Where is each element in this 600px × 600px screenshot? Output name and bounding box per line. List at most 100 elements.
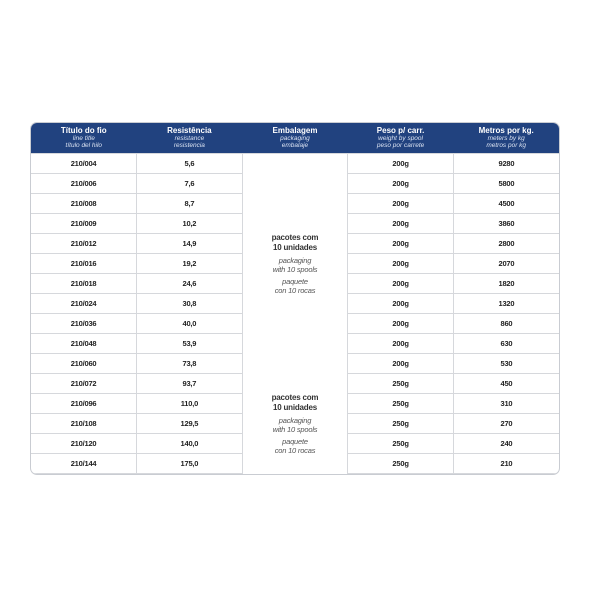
cell-weight: 250g xyxy=(347,393,454,414)
cell-weight: 200g xyxy=(347,273,454,294)
cell-weight: 250g xyxy=(347,413,454,434)
header-title: Resistência xyxy=(167,126,212,135)
cell-weight: 200g xyxy=(347,333,454,354)
cell-title: 210/108 xyxy=(31,413,138,434)
header-sub-en: line title xyxy=(72,135,95,142)
packaging-en-line1: packaging xyxy=(278,255,312,265)
cell-weight: 250g xyxy=(347,433,454,454)
header-weight: Peso p/ carr. weight by spool peso por car… xyxy=(347,123,454,154)
cell-title: 210/004 xyxy=(31,153,138,174)
cell-resistance: 30,8 xyxy=(136,293,243,314)
cell-resistance: 129,5 xyxy=(136,413,243,434)
table-row: 210/144 175,0 250g 210 xyxy=(31,453,559,474)
packaging-es-line2: con 10 rocas xyxy=(274,445,316,455)
cell-resistance: 73,8 xyxy=(136,353,243,374)
cell-title: 210/008 xyxy=(31,193,138,214)
cell-resistance: 8,7 xyxy=(136,193,243,214)
header-sub-es: embalaje xyxy=(281,142,309,149)
cell-resistance: 24,6 xyxy=(136,273,243,294)
cell-meters: 5800 xyxy=(452,173,559,194)
packaging-en-line1: packaging xyxy=(278,415,312,425)
packaging-cell: pacotes com 10 unidades packaging with 10 s… xyxy=(241,153,349,374)
header-sub-en: weight by spool xyxy=(378,135,423,142)
cell-title: 210/120 xyxy=(31,433,138,454)
cell-weight: 200g xyxy=(347,313,454,334)
cell-meters: 450 xyxy=(452,373,559,394)
header-meters: Metros por kg. meters by kg metros por kg xyxy=(453,123,559,154)
cell-resistance: 7,6 xyxy=(136,173,243,194)
table-row: 210/060 73,8 200g 530 xyxy=(31,353,559,374)
header-resistance: Resistência resistance resistencia xyxy=(136,123,243,154)
cell-weight: 200g xyxy=(347,253,454,274)
cell-meters: 310 xyxy=(452,393,559,414)
cell-meters: 3860 xyxy=(452,213,559,234)
cell-meters: 1820 xyxy=(452,273,559,294)
cell-resistance: 93,7 xyxy=(136,373,243,394)
cell-title: 210/006 xyxy=(31,173,138,194)
cell-resistance: 53,9 xyxy=(136,333,243,354)
cell-meters: 9280 xyxy=(452,153,559,174)
table-row: 210/018 24,6 200g 1820 xyxy=(31,273,559,294)
packaging-en-line2: with 10 spools xyxy=(272,424,318,434)
cell-meters: 630 xyxy=(452,333,559,354)
header-title: Embalagem xyxy=(272,126,318,135)
header-sub-es: título del hilo xyxy=(65,142,103,149)
cell-weight: 200g xyxy=(347,173,454,194)
cell-title: 210/016 xyxy=(31,253,138,274)
cell-title: 210/060 xyxy=(31,353,138,374)
cell-resistance: 19,2 xyxy=(136,253,243,274)
header-title: Título do fio xyxy=(60,126,107,135)
cell-title: 210/072 xyxy=(31,373,138,394)
cell-resistance: 175,0 xyxy=(136,453,243,474)
packaging-es: paquete con 10 rocas xyxy=(243,277,348,295)
cell-weight: 200g xyxy=(347,293,454,314)
cell-title: 210/048 xyxy=(31,333,138,354)
cell-weight: 200g xyxy=(347,213,454,234)
cell-meters: 4500 xyxy=(452,193,559,214)
cell-meters: 240 xyxy=(452,433,559,454)
packaging-es-line1: paquete xyxy=(282,276,308,286)
cell-meters: 210 xyxy=(452,453,559,474)
cell-weight: 200g xyxy=(347,233,454,254)
cell-title: 210/009 xyxy=(31,213,138,234)
cell-meters: 270 xyxy=(452,413,559,434)
header-title: Metros por kg. xyxy=(478,126,534,135)
packaging-pt-line1: pacotes com xyxy=(271,232,319,242)
table-row: 210/036 40,0 200g 860 xyxy=(31,313,559,334)
header-title: Título do fio line title título del hilo xyxy=(31,123,137,154)
packaging-en: packaging with 10 spools xyxy=(243,256,348,274)
header-sub-en: meters by kg xyxy=(487,135,525,142)
header-sub-en: resistance xyxy=(174,135,205,142)
packaging-es-line1: paquete xyxy=(282,436,308,446)
cell-meters: 1320 xyxy=(452,293,559,314)
header-title: Peso p/ carr. xyxy=(376,126,425,135)
cell-weight: 250g xyxy=(347,373,454,394)
header-sub-es: resistencia xyxy=(173,142,205,149)
packaging-pt-line2: 10 unidades xyxy=(272,402,317,412)
packaging-pt: pacotes com 10 unidades xyxy=(243,393,348,413)
cell-title: 210/018 xyxy=(31,273,138,294)
cell-resistance: 40,0 xyxy=(136,313,243,334)
cell-title: 210/096 xyxy=(31,393,138,414)
cell-title: 210/036 xyxy=(31,313,138,334)
packaging-es-line2: con 10 rocas xyxy=(274,285,316,295)
packaging-pt-line1: pacotes com xyxy=(271,392,319,402)
packaging-en-line2: with 10 spools xyxy=(272,264,318,274)
cell-meters: 530 xyxy=(452,353,559,374)
spec-table: Título do fio line title título del hilo Re… xyxy=(30,122,560,475)
cell-meters: 2070 xyxy=(452,253,559,274)
header-sub-es: peso por carrete xyxy=(376,142,425,149)
header-packaging: Embalagem packaging embalaje xyxy=(242,123,348,154)
packaging-pt: pacotes com 10 unidades xyxy=(243,233,348,253)
table-row: 210/004 5,6 pacotes com 10 unidades packagin… xyxy=(31,153,559,374)
cell-weight: 200g xyxy=(347,353,454,374)
header-sub-en: packaging xyxy=(280,135,310,142)
cell-meters: 2800 xyxy=(452,233,559,254)
cell-resistance: 140,0 xyxy=(136,433,243,454)
cell-meters: 860 xyxy=(452,313,559,334)
cell-weight: 250g xyxy=(347,453,454,474)
table-row: 210/108 129,5 250g 270 xyxy=(31,413,559,434)
table-row: 210/048 53,9 200g 630 xyxy=(31,333,559,354)
packaging-pt-line2: 10 unidades xyxy=(272,242,317,252)
cell-weight: 200g xyxy=(347,193,454,214)
